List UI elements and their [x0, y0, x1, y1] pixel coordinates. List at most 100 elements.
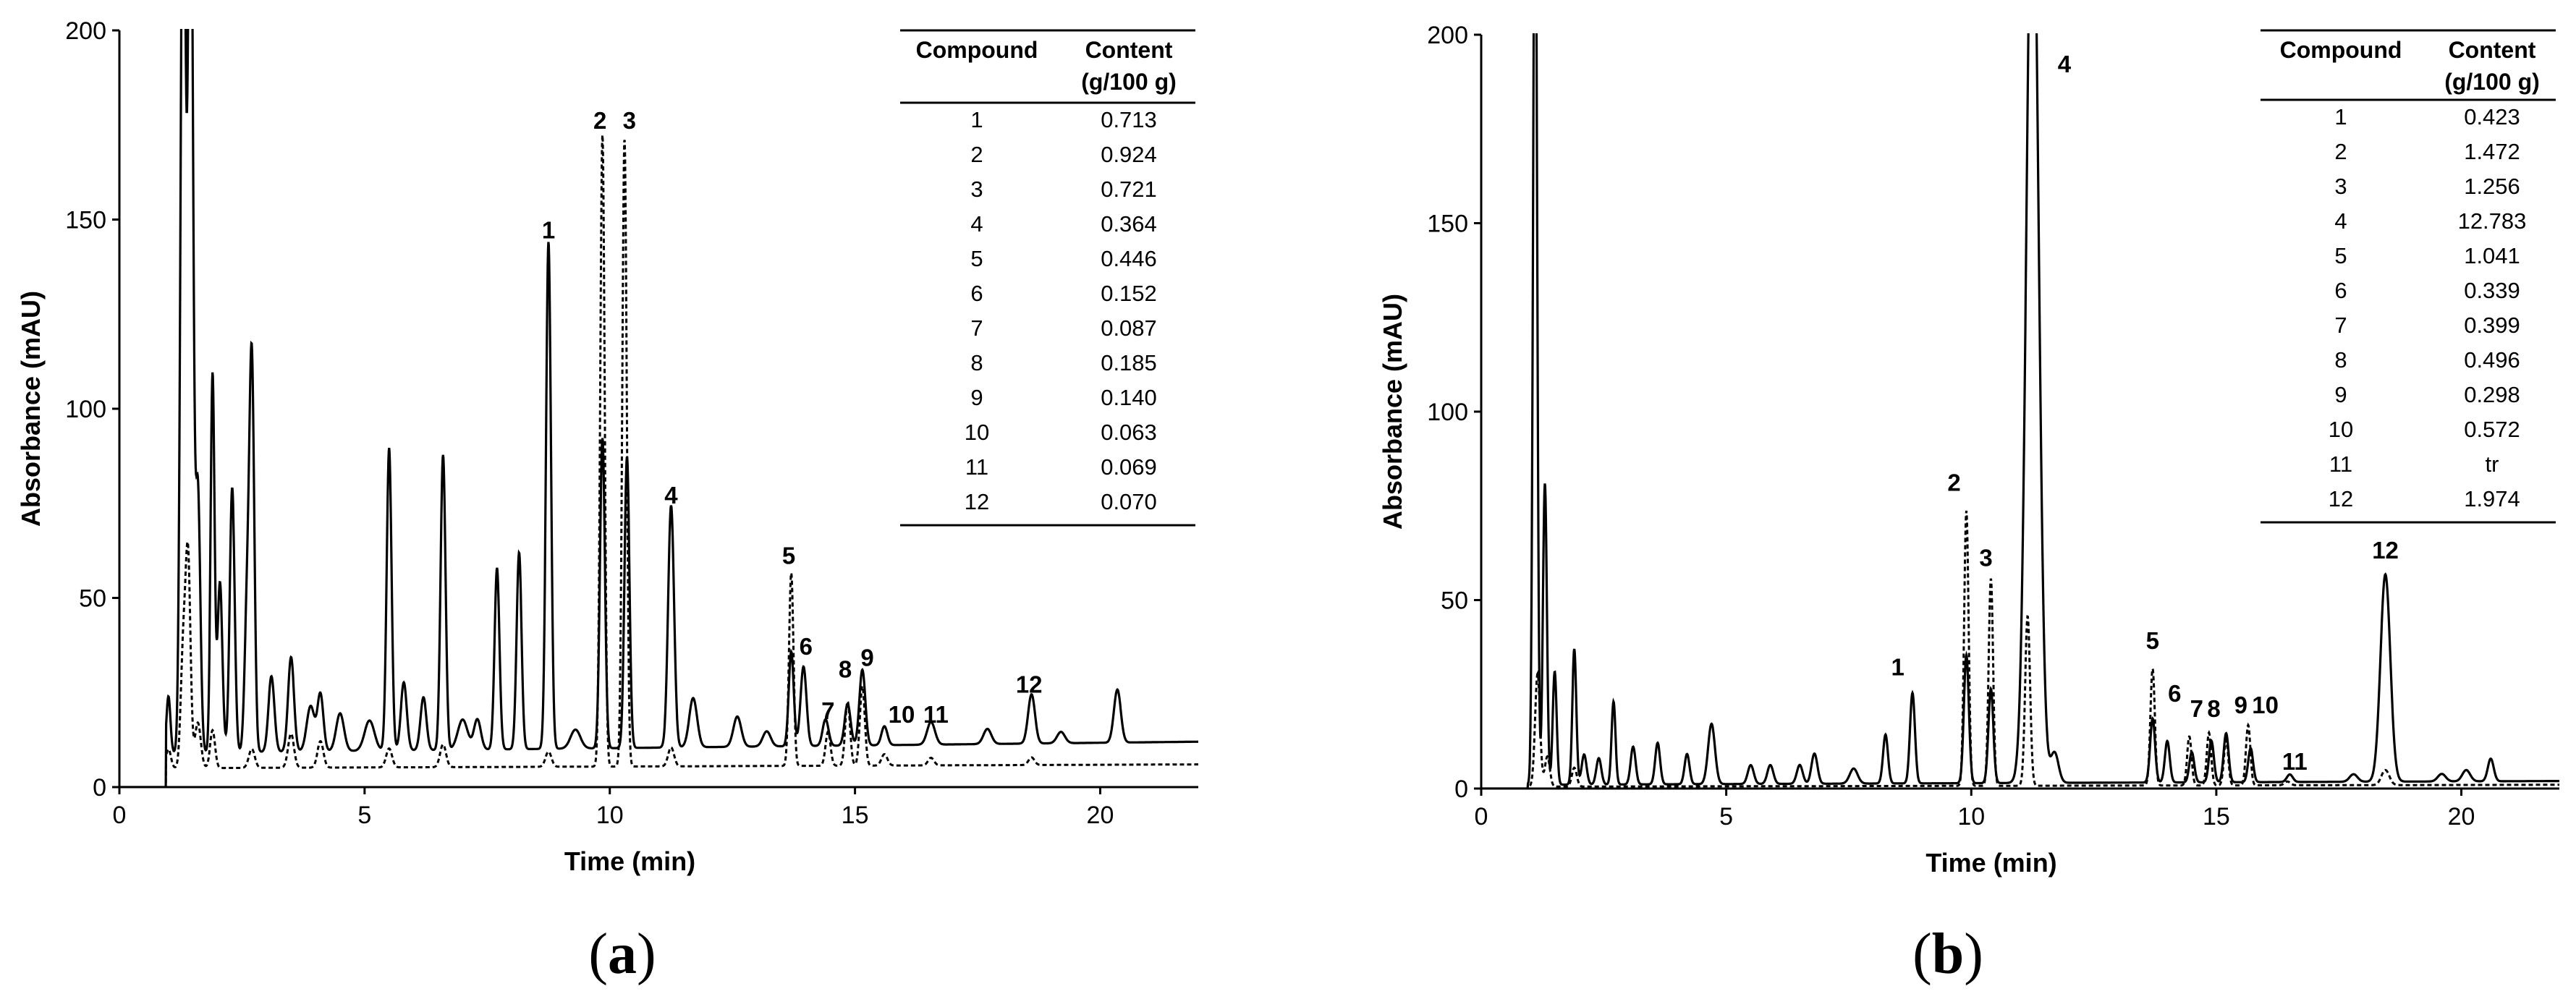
- table-cell-compound: 4: [2334, 208, 2347, 234]
- table-cell-content: 0.339: [2464, 278, 2520, 303]
- peak-label-10: 10: [889, 701, 915, 728]
- peak-label-11: 11: [923, 701, 949, 728]
- table-background: [900, 30, 1195, 527]
- x-tick-label: 5: [1719, 803, 1733, 831]
- peak-label-12: 12: [1016, 671, 1043, 697]
- x-tick-label: 0: [113, 802, 127, 829]
- table-cell-content: 0.063: [1101, 420, 1157, 445]
- y-axis-title: Absorbance (mAU): [1378, 294, 1407, 530]
- table-cell-content: 0.152: [1101, 281, 1157, 306]
- panel-label-open: (: [588, 922, 608, 986]
- peak-label-12: 12: [2372, 537, 2399, 564]
- table-cell-content: 1.041: [2464, 243, 2520, 268]
- table-cell-content: 0.087: [1101, 315, 1157, 341]
- table-cell-compound: 8: [2334, 347, 2347, 373]
- table-header-content-unit: (g/100 g): [2444, 69, 2540, 95]
- table-cell-content: 0.572: [2464, 417, 2520, 442]
- x-tick-label: 10: [596, 802, 624, 829]
- x-tick-label: 15: [2203, 803, 2230, 831]
- peak-label-7: 7: [2190, 695, 2203, 722]
- table-cell-compound: 1: [970, 107, 983, 132]
- peak-label-11: 11: [2282, 748, 2308, 775]
- panel-label-open: (: [1912, 922, 1932, 986]
- table-cell-content: 0.446: [1101, 246, 1157, 271]
- table-cell-content: 0.713: [1101, 107, 1157, 132]
- table-cell-content: 0.185: [1101, 350, 1157, 375]
- table-cell-compound: 10: [965, 420, 989, 445]
- table-cell-compound: 9: [970, 385, 983, 410]
- table-cell-compound: 6: [970, 281, 983, 306]
- y-tick-label: 100: [1427, 399, 1468, 426]
- table-cell-content: 12.783: [2458, 208, 2527, 234]
- table-cell-content: 0.069: [1101, 454, 1157, 480]
- table-cell-content: tr: [2486, 451, 2499, 477]
- x-tick-label: 15: [842, 802, 869, 829]
- y-tick-label: 200: [65, 17, 106, 45]
- table-cell-compound: 5: [970, 246, 983, 271]
- y-tick-label: 100: [65, 396, 106, 423]
- table-cell-content: 0.364: [1101, 211, 1157, 237]
- panel-label: (b): [1912, 922, 1983, 986]
- table-cell-compound: 11: [2329, 451, 2352, 477]
- table-cell-compound: 5: [2334, 243, 2347, 268]
- peak-label-2: 2: [1947, 469, 1960, 496]
- x-tick-label: 20: [1087, 802, 1114, 829]
- table-cell-compound: 3: [970, 177, 983, 202]
- peak-label-1: 1: [542, 217, 555, 244]
- table-cell-compound: 9: [2334, 382, 2347, 407]
- table-cell-compound: 4: [970, 211, 983, 237]
- table-cell-compound: 7: [2334, 313, 2347, 338]
- x-tick-label: 5: [357, 802, 371, 829]
- series-dashed-line: [1481, 510, 2559, 789]
- peak-label-1: 1: [1891, 654, 1905, 681]
- panel-label-close: ): [1964, 922, 1983, 986]
- table-cell-compound: 6: [2334, 278, 2347, 303]
- peak-label-9: 9: [2234, 692, 2247, 718]
- peak-label-4: 4: [664, 482, 678, 509]
- table-cell-compound: 2: [970, 142, 983, 167]
- table-cell-compound: 12: [2329, 486, 2353, 511]
- table-cell-content: 1.974: [2464, 486, 2520, 511]
- peak-label-3: 3: [1979, 545, 1992, 572]
- peak-label-6: 6: [800, 633, 813, 660]
- table-cell-content: 0.721: [1101, 177, 1157, 202]
- table-cell-compound: 7: [970, 315, 983, 341]
- table-header-content: Content: [2449, 37, 2536, 63]
- table-cell-content: 0.423: [2464, 104, 2520, 129]
- x-tick-label: 0: [1475, 803, 1488, 831]
- panel-label-close: ): [637, 922, 656, 986]
- table-cell-content: 0.399: [2464, 313, 2520, 338]
- peak-label-8: 8: [839, 655, 852, 682]
- series-solid-line: [1481, 33, 2559, 789]
- table-cell-compound: 2: [2334, 139, 2347, 164]
- y-tick-label: 150: [65, 207, 106, 234]
- peak-label-10: 10: [2252, 692, 2279, 718]
- peak-label-6: 6: [2168, 680, 2181, 707]
- table-header-compound: Compound: [916, 37, 1038, 63]
- table-cell-content: 1.256: [2464, 174, 2520, 199]
- table-cell-compound: 1: [2334, 104, 2347, 129]
- x-axis-title: Time (min): [1925, 848, 2056, 878]
- peak-label-4: 4: [2058, 51, 2072, 77]
- y-tick-label: 50: [1441, 587, 1468, 615]
- peak-label-8: 8: [2207, 695, 2220, 722]
- y-tick-label: 200: [1427, 22, 1468, 49]
- panel-label-letter: a: [608, 922, 637, 986]
- table-cell-compound: 3: [2334, 174, 2347, 199]
- y-tick-label: 50: [79, 585, 106, 613]
- table-cell-content: 0.140: [1101, 385, 1157, 410]
- peak-label-3: 3: [623, 107, 636, 134]
- peak-label-7: 7: [821, 697, 834, 724]
- table-cell-content: 0.070: [1101, 489, 1157, 514]
- x-tick-label: 20: [2448, 803, 2475, 831]
- peak-label-5: 5: [2146, 627, 2159, 654]
- x-tick-label: 10: [1957, 803, 1985, 831]
- x-axis-title: Time (min): [564, 846, 695, 876]
- table-cell-content: 0.298: [2464, 382, 2520, 407]
- table-cell-content: 0.924: [1101, 142, 1157, 167]
- table-background: [2261, 30, 2556, 524]
- peak-label-2: 2: [593, 107, 606, 134]
